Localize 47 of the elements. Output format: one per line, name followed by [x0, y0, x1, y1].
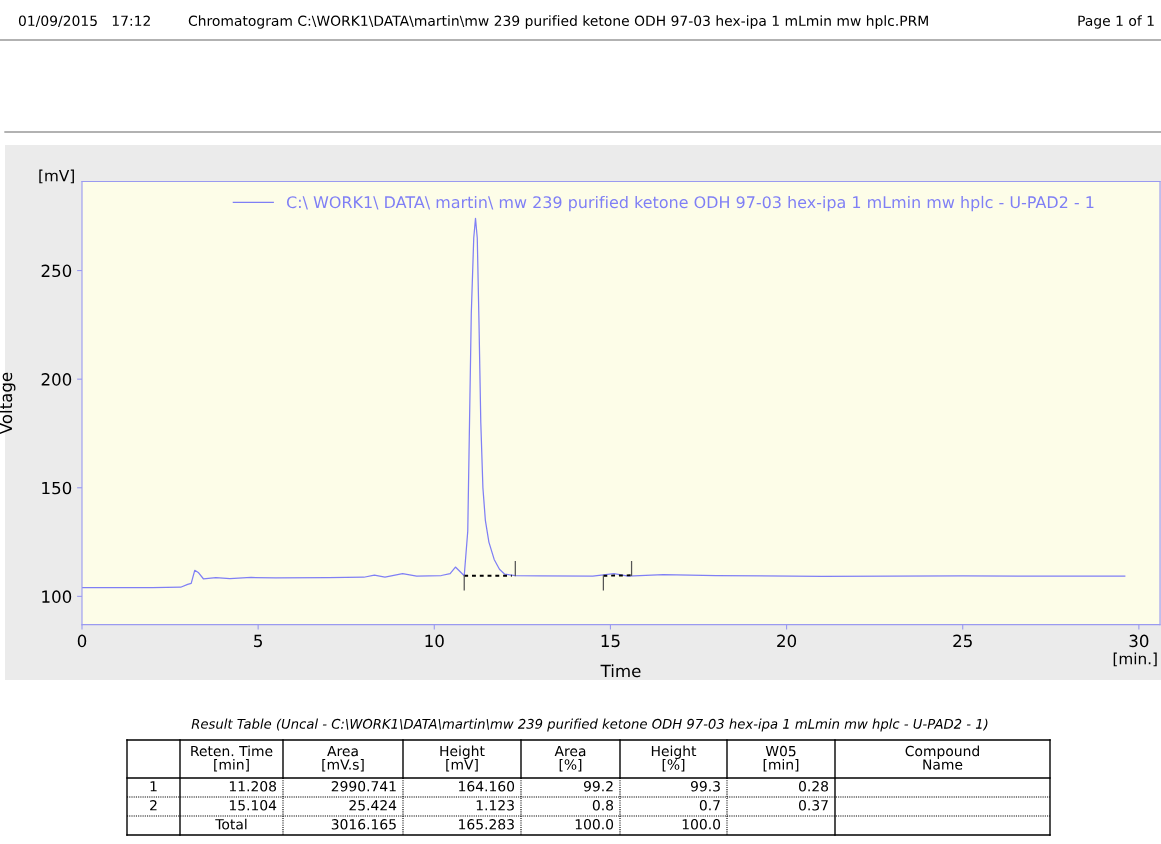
- text: 0.8: [592, 800, 614, 811]
- x-tick-label: 15: [601, 634, 620, 648]
- line-series: [82, 217, 1126, 589]
- text: 100.0: [682, 819, 721, 830]
- text: 15.104: [229, 800, 277, 811]
- text: Height [mV]: [440, 745, 485, 772]
- text: Area [%]: [554, 745, 586, 772]
- text: 99.3: [690, 781, 720, 792]
- x-tick-label: 20: [777, 634, 797, 648]
- x-axis-title: Time: [600, 664, 641, 678]
- x-tick-label: 25: [953, 634, 972, 648]
- y-tick-label: 150: [42, 481, 72, 495]
- text: 100.0: [575, 819, 614, 830]
- text: W05 [min]: [763, 745, 799, 772]
- text: Page 1 of 1: [1078, 15, 1154, 29]
- text: 99.2: [583, 781, 613, 792]
- x-tick-label: 30: [1129, 634, 1149, 648]
- text: 11.208: [229, 781, 277, 792]
- text: 01/09/2015 17:12: [18, 15, 150, 28]
- text: Total: [215, 818, 247, 830]
- text: 0.7: [699, 800, 720, 811]
- text: 0.28: [798, 781, 829, 792]
- text: 1: [150, 781, 157, 792]
- text: Chromatogram C:\WORK1\DATA\martin\mw 239 purified ketone ODH 97-03 hex-ipa 1 mLmin mw hplc.PRM: [188, 15, 928, 29]
- text: 25.424: [349, 800, 397, 811]
- text: 0.37: [798, 800, 828, 811]
- text: [min.]: [1113, 652, 1157, 667]
- x-tick-label: 5: [254, 634, 262, 648]
- text: 164.160: [459, 781, 515, 792]
- text: Compound Name: [905, 745, 979, 770]
- text: 165.283: [459, 819, 514, 830]
- text: [mV]: [39, 169, 74, 184]
- text: Area [mV.s]: [322, 745, 364, 772]
- text: 3016.165: [331, 819, 396, 830]
- text: 2990.741: [331, 781, 396, 792]
- text: 2: [150, 800, 157, 811]
- legend-label: C:\ WORK1\ DATA\ martin\ mw 239 purified ketone ODH 97-03 hex-ipa 1 mLmin mw hplc - U-PAD2 - 1: [286, 195, 1094, 212]
- text: Reten. Time [min]: [191, 745, 273, 772]
- y-tick-label: 100: [42, 590, 72, 603]
- y-tick-label: 250: [41, 264, 72, 278]
- y-axis-title: Voltage: [0, 372, 16, 435]
- y-tick-label: 200: [41, 373, 72, 386]
- x-tick-label: 0: [77, 634, 87, 648]
- text: Result Table (Uncal - C:\WORK1\DATA\martin\mw 239 purified ketone ODH 97-03 hex-ipa 1 mLmin mw hplc - U-PAD2 - 1): [191, 718, 988, 732]
- text: Height [%]: [651, 745, 697, 772]
- x-tick-label: 10: [425, 634, 444, 648]
- text: 1.123: [476, 800, 514, 811]
